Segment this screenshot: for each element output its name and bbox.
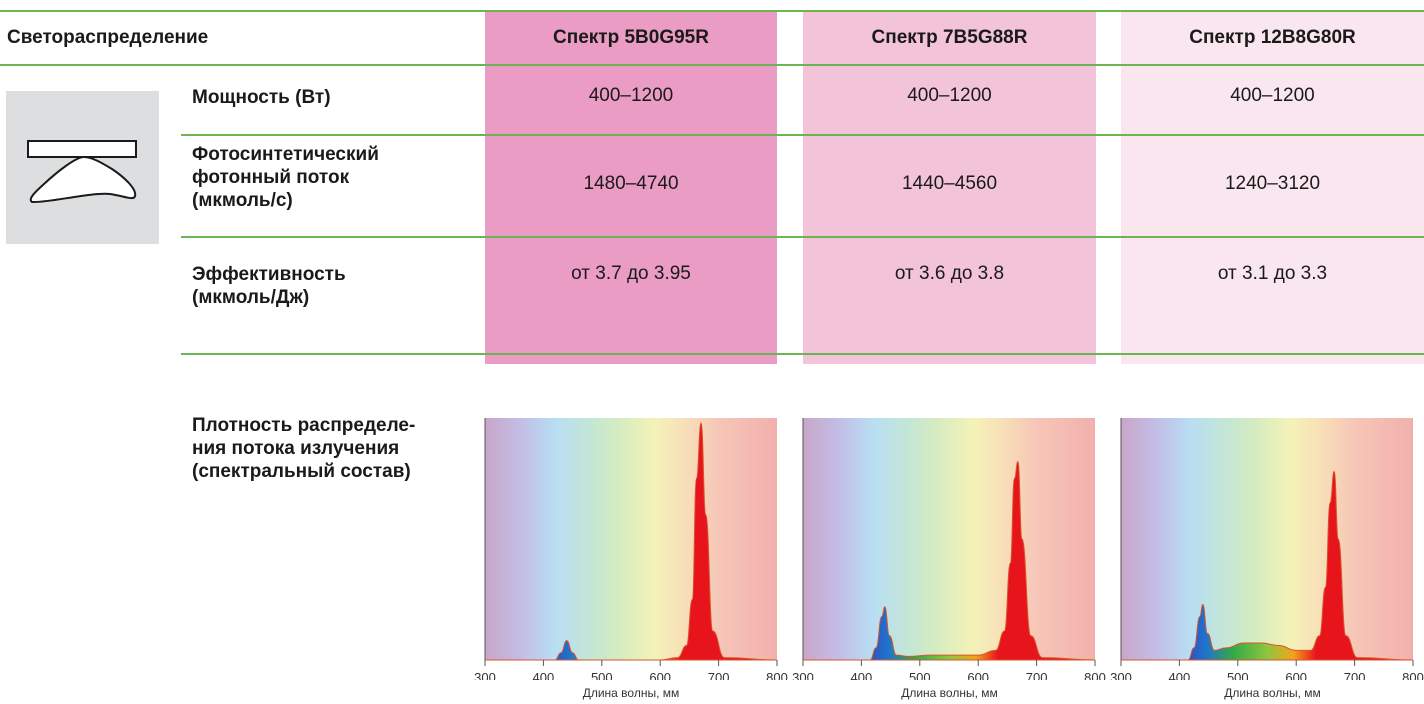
cell-ppf-3: 1240–3120	[1224, 173, 1321, 194]
row-label-ppf-line2: фотонный поток	[192, 167, 350, 188]
chart-2-xlabel: Длина волны, мм	[901, 686, 998, 700]
x-tick-label: 500	[591, 670, 613, 680]
cell-efficiency-3: от 3.1 до 3.3	[1217, 263, 1328, 284]
x-tick-label: 800	[1084, 670, 1106, 680]
column-header-3: Спектр 12B8G80R	[1189, 27, 1356, 48]
chart-background	[485, 418, 777, 660]
rule-top	[0, 10, 1424, 12]
column-bg-3	[1121, 11, 1424, 364]
chart-3-xlabel: Длина волны, мм	[1224, 686, 1321, 700]
chart-background	[1121, 418, 1413, 660]
column-header-1: Спектр 5B0G95R	[553, 27, 709, 48]
x-tick-label: 600	[1285, 670, 1307, 680]
row-label-spectrum-line2: ния потока излучения	[192, 438, 400, 459]
x-tick-label: 300	[792, 670, 814, 680]
cell-ppf-1: 1480–4740	[583, 173, 679, 194]
row-label-spectrum: Плотность распределе- ния потока излучен…	[192, 414, 415, 483]
x-tick-label: 700	[1344, 670, 1366, 680]
x-tick-label: 700	[1026, 670, 1048, 680]
row-label-efficiency-line2: (мкмоль/Дж)	[192, 287, 310, 308]
cell-ppf-2: 1440–4560	[901, 173, 998, 194]
column-bg-2	[803, 11, 1096, 364]
row-label-ppf-line3: (мкмоль/с)	[192, 190, 293, 211]
row-label-efficiency-line1: Эффективность	[192, 264, 346, 285]
chart-background	[803, 418, 1095, 660]
cell-efficiency-1: от 3.7 до 3.95	[571, 263, 691, 284]
spectrum-chart-1: 300 400 500 600 700 800	[474, 418, 788, 680]
spectrum-chart-2: 300 400 500 600 700 800	[792, 418, 1106, 680]
x-tick-label: 300	[1110, 670, 1132, 680]
x-tick-label: 300	[474, 670, 496, 680]
spectrum-series	[802, 461, 1096, 661]
chart-1-xlabel: Длина волны, мм	[582, 686, 680, 700]
row-label-efficiency: Эффективность (мкмоль/Дж)	[192, 263, 346, 309]
cell-power-3: 400–1200	[1230, 85, 1315, 106]
x-tick-label: 500	[909, 670, 931, 680]
x-tick-label: 600	[967, 670, 989, 680]
x-tick-label: 400	[851, 670, 873, 680]
row-label-power: Мощность (Вт)	[192, 87, 331, 108]
cell-power-2: 400–1200	[907, 85, 992, 106]
x-tick-label: 800	[1402, 670, 1424, 680]
spectrum-series	[484, 422, 778, 661]
x-tick-label: 400	[1169, 670, 1191, 680]
rule-row3	[181, 353, 1424, 355]
x-tick-label: 400	[533, 670, 555, 680]
cell-efficiency-2: от 3.6 до 3.8	[894, 263, 1005, 284]
x-tick-label: 500	[1227, 670, 1249, 680]
x-tick-label: 600	[649, 670, 671, 680]
rule-header	[0, 64, 1424, 66]
light-distribution-icon	[6, 91, 159, 244]
spectrum-chart-3: 300 400 500 600 700 800	[1110, 418, 1424, 680]
spectrum-series	[1120, 470, 1414, 661]
column-bg-1	[485, 11, 777, 364]
column-header-2: Спектр 7B5G88R	[871, 27, 1028, 48]
cell-power-1: 400–1200	[588, 85, 674, 106]
table-title: Светораспределение	[7, 27, 209, 48]
rule-row2	[181, 236, 1424, 238]
row-label-spectrum-line1: Плотность распределе-	[192, 415, 416, 436]
x-tick-label: 700	[708, 670, 730, 680]
row-label-ppf-line1: Фотосинтетический	[192, 144, 379, 165]
row-label-spectrum-line3: (спектральный состав)	[192, 461, 411, 482]
rule-row1	[181, 134, 1424, 136]
x-tick-label: 800	[766, 670, 788, 680]
row-label-ppf: Фотосинтетический фотонный поток (мкмоль…	[192, 143, 379, 212]
